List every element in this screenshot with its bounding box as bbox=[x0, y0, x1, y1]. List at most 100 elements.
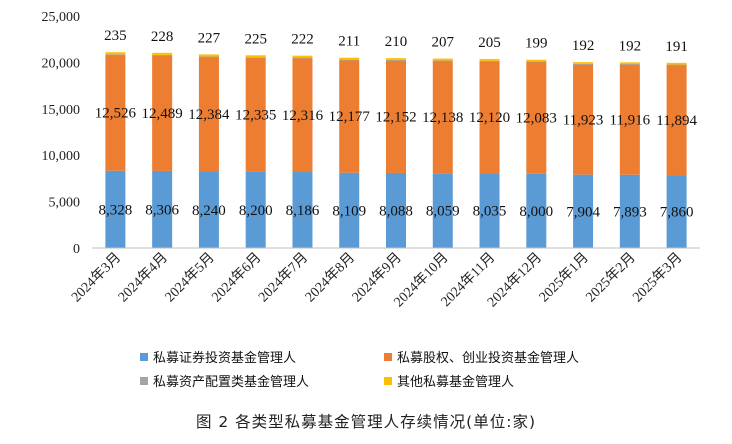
bar-segment bbox=[198, 54, 219, 57]
x-tick-label: 2025年3月 bbox=[630, 250, 686, 306]
data-label: 207 bbox=[432, 35, 455, 51]
bar-segment bbox=[105, 54, 126, 56]
legend-label: 私募股权、创业投资基金管理人 bbox=[397, 350, 579, 366]
bar-segment bbox=[526, 59, 547, 62]
legend-swatch bbox=[140, 377, 148, 385]
data-label: 12,526 bbox=[95, 106, 137, 122]
bar-segment bbox=[339, 172, 360, 248]
bar-segment bbox=[479, 58, 500, 61]
bar-segment bbox=[526, 61, 547, 174]
bar-segment bbox=[666, 62, 687, 65]
data-label: 228 bbox=[151, 29, 174, 45]
bar-segment bbox=[432, 173, 453, 248]
x-tick-label: 2024年3月 bbox=[68, 250, 124, 306]
data-label: 199 bbox=[525, 36, 548, 52]
bar-segment bbox=[666, 64, 687, 66]
data-label: 227 bbox=[198, 30, 221, 46]
data-label: 225 bbox=[244, 31, 267, 47]
data-label: 210 bbox=[385, 34, 408, 50]
bar-segment bbox=[573, 64, 594, 175]
legend-swatch bbox=[384, 353, 392, 361]
data-label: 192 bbox=[619, 38, 642, 54]
bars bbox=[105, 52, 687, 248]
bar-segment bbox=[432, 60, 453, 62]
data-label: 7,860 bbox=[660, 205, 694, 221]
data-label: 8,240 bbox=[192, 203, 226, 219]
x-tick-label: 2024年7月 bbox=[255, 250, 311, 306]
bar-segment bbox=[245, 57, 266, 59]
x-tick-label: 2024年4月 bbox=[115, 250, 171, 306]
bar-segment bbox=[152, 52, 173, 55]
bar-segment bbox=[105, 54, 126, 171]
bar-segment bbox=[152, 170, 173, 248]
legend-label: 私募资产配置类基金管理人 bbox=[153, 374, 309, 390]
data-label: 235 bbox=[104, 28, 127, 44]
data-label: 12,177 bbox=[329, 109, 371, 125]
bar-segment bbox=[573, 63, 594, 65]
data-labels: 8,328 12,526 235 8,306 12,489 228 8,240 12,384 2… bbox=[95, 28, 698, 220]
data-label: 8,186 bbox=[286, 203, 320, 219]
data-label: 12,120 bbox=[469, 110, 510, 126]
x-tick-label: 2024年8月 bbox=[302, 250, 358, 306]
data-label: 7,893 bbox=[613, 204, 647, 220]
bar-segment bbox=[292, 57, 313, 59]
bar-segment bbox=[292, 57, 313, 173]
bar-segment bbox=[339, 59, 360, 61]
bar-segment bbox=[198, 171, 219, 248]
data-label: 192 bbox=[572, 38, 595, 54]
legend-swatch bbox=[384, 377, 392, 385]
bar-segment bbox=[339, 59, 360, 173]
figure-caption: 图 2 各类型私募基金管理人存续情况(单位:家) bbox=[195, 413, 537, 431]
data-label: 12,083 bbox=[516, 111, 557, 127]
data-label: 8,035 bbox=[473, 204, 507, 220]
data-label: 205 bbox=[478, 35, 501, 51]
bar-segment bbox=[386, 60, 406, 173]
bar-segment bbox=[245, 55, 266, 58]
data-label: 211 bbox=[338, 34, 360, 50]
bar-segment bbox=[432, 60, 453, 174]
data-label: 12,316 bbox=[282, 108, 324, 124]
data-label: 8,059 bbox=[426, 204, 460, 220]
bar-segment bbox=[619, 64, 640, 65]
y-axis: 0 5,000 10,000 15,000 20,000 25,000 bbox=[42, 10, 81, 257]
data-label: 8,306 bbox=[145, 202, 179, 218]
legend-label: 其他私募基金管理人 bbox=[397, 374, 514, 390]
data-label: 12,138 bbox=[422, 110, 463, 126]
x-tick-label: 2025年1月 bbox=[536, 250, 592, 306]
y-tick-label: 20,000 bbox=[42, 56, 81, 71]
y-tick-label: 5,000 bbox=[49, 196, 81, 211]
y-tick-label: 25,000 bbox=[42, 10, 81, 25]
data-label: 191 bbox=[665, 39, 688, 55]
data-label: 12,152 bbox=[375, 110, 416, 126]
data-label: 12,489 bbox=[142, 106, 183, 122]
bar-segment bbox=[573, 62, 594, 64]
y-tick-label: 10,000 bbox=[42, 149, 81, 164]
bar-segment bbox=[479, 173, 500, 248]
bar-segment bbox=[152, 54, 173, 56]
bar-segment bbox=[198, 56, 219, 172]
data-label: 7,904 bbox=[566, 204, 600, 220]
bar-segment bbox=[245, 171, 266, 248]
data-label: 8,109 bbox=[332, 203, 366, 219]
bar-segment bbox=[292, 172, 313, 248]
bar-segment bbox=[619, 64, 640, 175]
y-tick-label: 15,000 bbox=[42, 103, 81, 118]
bar-segment bbox=[573, 174, 594, 248]
legend-label: 私募证券投资基金管理人 bbox=[153, 350, 296, 366]
x-tick-label: 2025年2月 bbox=[583, 250, 639, 306]
data-label: 8,000 bbox=[519, 204, 553, 220]
bar-segment bbox=[479, 60, 500, 62]
bar-segment bbox=[198, 56, 219, 58]
bar-segment bbox=[526, 173, 547, 248]
data-label: 8,088 bbox=[379, 203, 413, 219]
bar-segment bbox=[432, 58, 453, 61]
x-axis: 2024年3月2024年4月2024年5月2024年6月2024年7月2024年… bbox=[68, 247, 700, 310]
data-label: 12,384 bbox=[188, 107, 230, 123]
bar-segment bbox=[339, 57, 360, 60]
bar-segment bbox=[386, 172, 406, 248]
bar-segment bbox=[479, 60, 500, 174]
data-label: 8,200 bbox=[239, 203, 273, 219]
bar-segment bbox=[666, 175, 687, 248]
